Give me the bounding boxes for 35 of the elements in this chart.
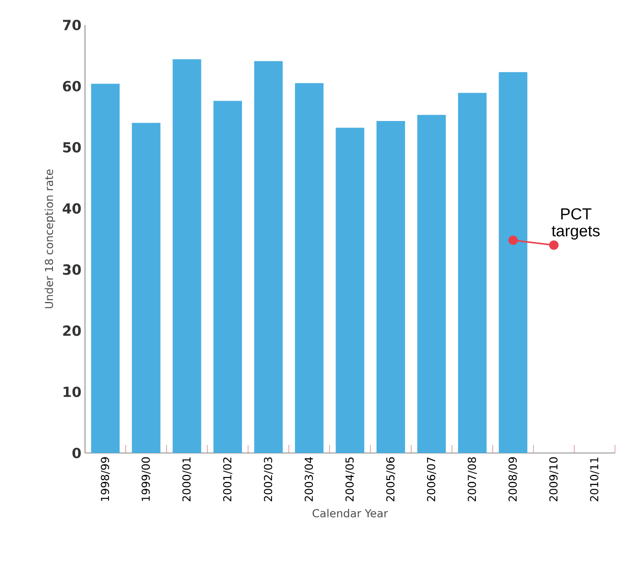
y-tick-label: 20 <box>63 325 81 336</box>
series-label: PCT targets <box>552 208 600 240</box>
bar <box>336 128 364 453</box>
x-axis-title: Calendar Year <box>312 508 388 518</box>
bar <box>172 59 202 453</box>
y-tick-label: 10 <box>64 386 81 398</box>
x-tick-label: 2006/07 <box>426 457 436 502</box>
bar <box>213 100 242 453</box>
y-axis-title: Under 18 conception rate <box>44 169 56 308</box>
x-tick-label: 2005/06 <box>386 457 396 502</box>
y-tick-label: 0 <box>72 448 81 458</box>
x-tick-label: 2010/11 <box>590 458 600 502</box>
x-tick-label: 2009/10 <box>549 457 558 502</box>
bar <box>458 92 487 453</box>
bar <box>417 114 446 453</box>
x-tick-label: 1998/99 <box>100 457 110 501</box>
x-tick-label: 1999/00 <box>142 457 151 501</box>
y-tick-label: 50 <box>63 142 81 153</box>
bar <box>254 61 283 453</box>
y-tick-label: 40 <box>62 203 81 214</box>
bar <box>132 122 160 453</box>
bar <box>498 72 528 453</box>
x-tick-label: 2000/01 <box>182 458 192 502</box>
y-tick-label: 70 <box>63 20 81 30</box>
x-tick-label: 2001/02 <box>223 458 232 502</box>
bar <box>376 120 406 453</box>
x-tick-label: 2004/05 <box>345 457 355 502</box>
x-tick-label: 2008/09 <box>508 457 518 502</box>
bar <box>294 83 324 453</box>
bar <box>91 84 120 453</box>
x-tick-label: 2002/03 <box>264 457 274 502</box>
y-tick-label: 30 <box>63 264 81 275</box>
x-tick-label: 2003/04 <box>304 457 314 502</box>
x-tick-label: 2007/08 <box>468 457 477 502</box>
y-tick-label: 60 <box>62 80 81 92</box>
